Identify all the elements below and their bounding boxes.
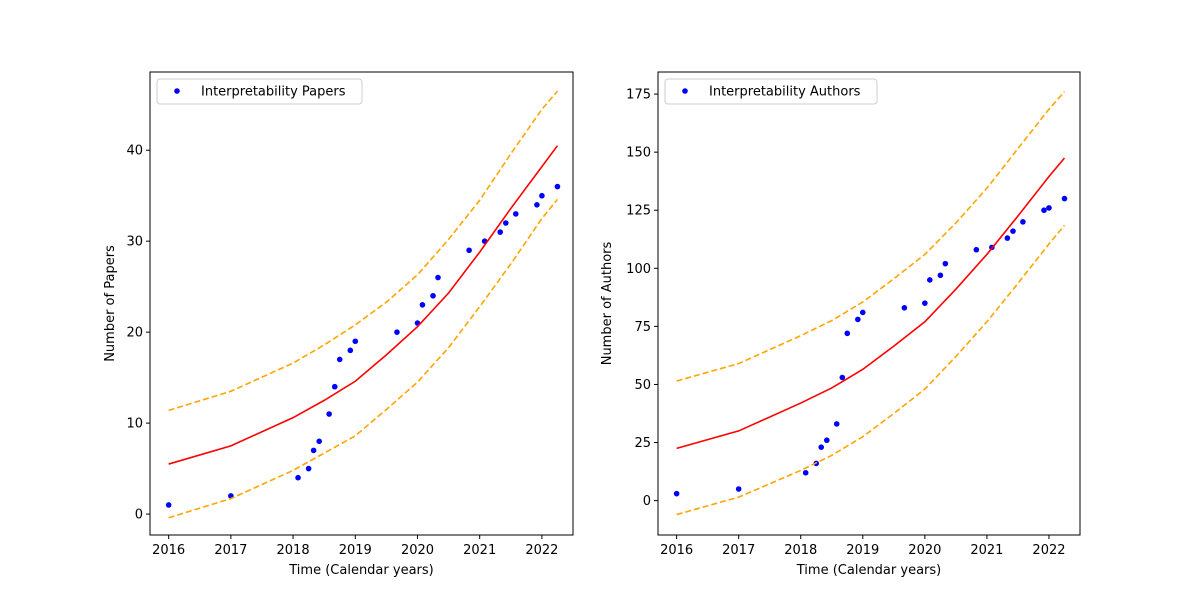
papers-x-tick-label: 2020 [401, 543, 434, 558]
authors-x-tick-label: 2018 [784, 543, 817, 558]
papers-data-point [352, 338, 358, 344]
authors-legend-label: Interpretability Authors [709, 85, 861, 100]
authors-y-tick-label: 75 [634, 320, 651, 335]
authors-data-point [927, 277, 933, 283]
papers-x-tick-label: 2016 [152, 543, 185, 558]
papers-data-point [326, 411, 332, 417]
papers-data-point [539, 193, 545, 199]
papers-data-point [337, 357, 343, 363]
papers-data-point [420, 302, 426, 308]
authors-x-tick-label: 2022 [1032, 543, 1065, 558]
papers-data-point [394, 329, 400, 335]
papers-data-point [430, 293, 436, 299]
authors-data-point [834, 421, 840, 427]
papers-data-point [306, 466, 312, 472]
authors-x-tick-label: 2019 [846, 543, 879, 558]
authors-data-point [938, 272, 944, 278]
authors-y-tick-label: 50 [634, 378, 651, 393]
authors-data-point [1010, 228, 1016, 234]
papers-legend-marker [174, 88, 180, 94]
authors-y-axis-label: Number of Authors [600, 241, 615, 365]
authors-data-point [818, 444, 824, 450]
authors-y-tick-label: 25 [634, 436, 651, 451]
papers-y-tick-label: 10 [126, 417, 143, 432]
authors-data-point [855, 317, 861, 323]
authors-x-tick-label: 2021 [970, 543, 1003, 558]
papers-x-tick-label: 2018 [277, 543, 310, 558]
papers-data-point [332, 384, 338, 390]
authors-data-point [974, 247, 980, 253]
papers-y-tick-label: 20 [126, 326, 143, 341]
authors-y-tick-label: 175 [626, 88, 651, 103]
authors-x-tick-label: 2016 [660, 543, 693, 558]
papers-data-point [503, 220, 509, 226]
authors-data-point [943, 261, 949, 267]
authors-data-point [824, 437, 830, 443]
authors-data-point [840, 375, 846, 381]
authors-data-point [922, 300, 928, 306]
authors-data-point [1041, 207, 1047, 213]
papers-x-tick-label: 2017 [214, 543, 247, 558]
papers-data-point [316, 439, 322, 445]
papers-data-point [295, 475, 301, 481]
authors-data-point [1005, 235, 1011, 241]
papers-data-point [513, 211, 519, 217]
papers-data-point [555, 184, 561, 190]
authors-data-point [674, 491, 680, 497]
papers-data-point [497, 229, 503, 235]
papers-x-tick-label: 2021 [463, 543, 496, 558]
authors-y-tick-label: 0 [643, 494, 651, 509]
authors-data-point [902, 305, 908, 311]
papers-y-tick-label: 30 [126, 235, 143, 250]
papers-y-tick-label: 0 [135, 508, 143, 523]
papers-data-point [466, 247, 472, 253]
authors-data-point [1046, 205, 1052, 211]
authors-data-point [736, 486, 742, 492]
papers-data-point [435, 275, 441, 281]
papers-y-axis-label: Number of Papers [103, 245, 118, 362]
authors-x-axis-label: Time (Calendar years) [796, 563, 941, 578]
papers-y-tick-label: 40 [126, 144, 143, 159]
authors-y-tick-label: 100 [626, 262, 651, 277]
papers-legend-label: Interpretability Papers [201, 85, 346, 100]
papers-legend: Interpretability Papers [157, 79, 362, 104]
authors-x-tick-label: 2020 [908, 543, 941, 558]
authors-legend: Interpretability Authors [665, 79, 877, 104]
authors-data-point [1020, 219, 1026, 225]
authors-x-tick-label: 2017 [722, 543, 755, 558]
papers-data-point [166, 502, 172, 508]
papers-x-tick-label: 2022 [525, 543, 558, 558]
papers-x-axis-label: Time (Calendar years) [288, 563, 433, 578]
papers-data-point [311, 448, 317, 454]
authors-y-tick-label: 150 [626, 146, 651, 161]
papers-x-tick-label: 2019 [339, 543, 372, 558]
authors-data-point [803, 470, 809, 476]
papers-data-point [348, 348, 354, 354]
authors-data-point [1062, 196, 1068, 202]
papers-data-point [534, 202, 540, 208]
authors-data-point [860, 310, 866, 316]
authors-legend-marker [682, 88, 688, 94]
authors-data-point [844, 331, 850, 337]
authors-y-tick-label: 125 [626, 204, 651, 219]
